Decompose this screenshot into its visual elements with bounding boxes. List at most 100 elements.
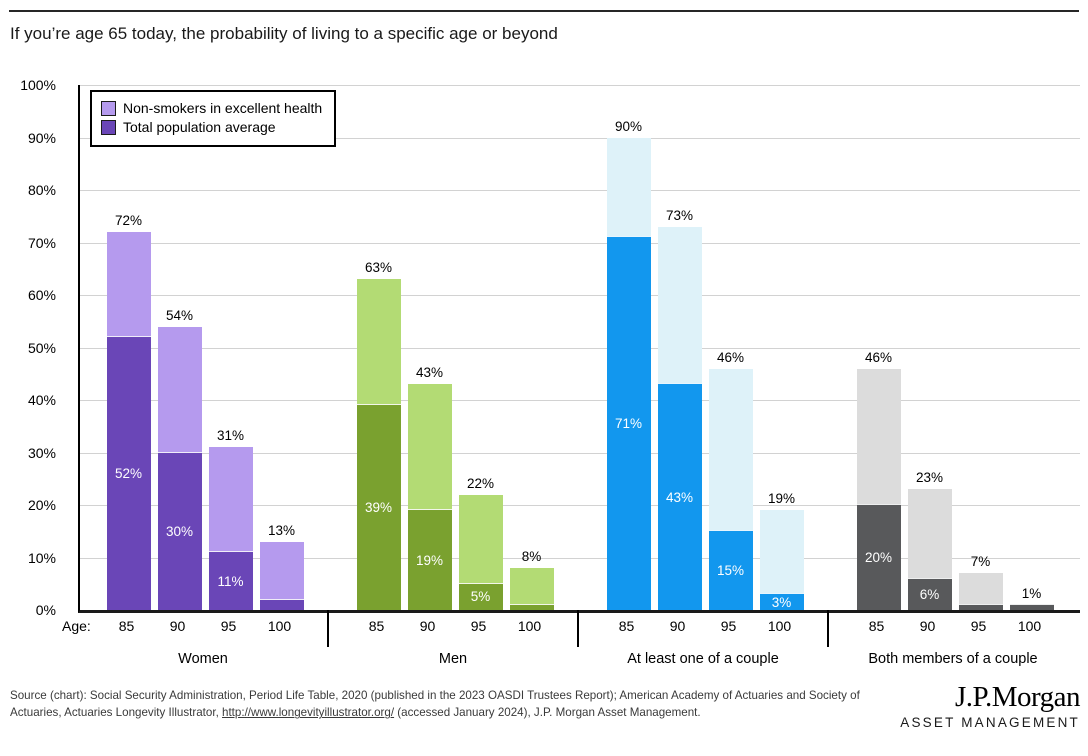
bar-average-segment: 52% xyxy=(106,336,151,610)
legend-label-average: Total population average xyxy=(123,119,276,135)
tick-group-men: 85 90 95 100 xyxy=(328,618,578,634)
bar-group-men: 63% 39% 43% 19% 22% 5% 8% xyxy=(330,85,580,610)
bar-average-label: 30% xyxy=(165,523,194,539)
bar-average-segment: 15% xyxy=(708,530,753,610)
x-tick-women-90: 90 xyxy=(169,618,186,634)
gridline-60 xyxy=(80,295,1080,296)
bar-women-85: 72% 52% xyxy=(106,213,151,610)
bar-total-label: 90% xyxy=(614,118,643,134)
x-tick-both-members-of-a-couple-90: 90 xyxy=(919,618,936,634)
source-note: Source (chart): Social Security Administ… xyxy=(10,687,860,722)
y-tick-70: 70% xyxy=(27,234,56,251)
legend: Non-smokers in excellent health Total po… xyxy=(90,90,337,147)
x-tick-at-least-one-of-a-couple-85: 85 xyxy=(618,618,635,634)
x-tick-men-95: 95 xyxy=(470,618,487,634)
bars-layer: 72% 52% 54% 30% 31% 11% 13% 63% 39% 43% 19% 22% 5% 8%… xyxy=(80,85,1080,610)
x-tick-both-members-of-a-couple-100: 100 xyxy=(1017,618,1042,634)
bar-average-label: 39% xyxy=(364,500,393,516)
bar-total-label: 23% xyxy=(915,470,944,486)
bar-women-100: 13% xyxy=(259,523,304,610)
bar-total-label: 72% xyxy=(114,213,143,228)
y-tick-80: 80% xyxy=(27,182,56,198)
top-divider xyxy=(9,10,1079,12)
bar-average-segment: 11% xyxy=(208,551,253,610)
gridline-80 xyxy=(80,190,1080,191)
bar-average-label: 43% xyxy=(665,489,694,505)
bar-total-label: 22% xyxy=(466,475,495,491)
gridline-10 xyxy=(80,557,1080,559)
x-tick-men-100: 100 xyxy=(517,618,542,634)
y-tick-10: 10% xyxy=(27,549,56,566)
legend-swatch-nonsmokers xyxy=(101,100,116,116)
y-tick-0: 0% xyxy=(35,602,56,618)
gridline-20 xyxy=(80,505,1080,506)
age-axis-label: Age: xyxy=(62,618,91,634)
bar-average-label: 3% xyxy=(771,594,792,610)
bar-at-least-one-of-a-couple-100: 19% 3% xyxy=(759,491,804,610)
tick-group-both-members-of-a-couple: 85 90 95 100 xyxy=(828,618,1078,634)
x-tick-at-least-one-of-a-couple-90: 90 xyxy=(669,618,686,634)
bar-average-segment: 71% xyxy=(606,236,651,610)
plot-area: Non-smokers in excellent health Total po… xyxy=(78,85,1080,613)
gridline-90 xyxy=(80,137,1080,139)
x-tick-at-least-one-of-a-couple-95: 95 xyxy=(720,618,737,634)
bar-group-at-least-one-of-a-couple: 90% 71% 73% 43% 46% 15% 19% 3% xyxy=(580,85,830,610)
logo-brand-text: J.P.Morgan xyxy=(955,681,1080,713)
bar-total-label: 43% xyxy=(415,365,444,381)
bar-average-segment: 19% xyxy=(407,509,452,610)
bar-average-segment xyxy=(259,598,304,610)
group-separator xyxy=(327,610,329,647)
bar-average-segment: 6% xyxy=(907,577,952,610)
x-tick-both-members-of-a-couple-95: 95 xyxy=(970,618,987,634)
group-separator xyxy=(827,610,829,647)
y-tick-20: 20% xyxy=(27,497,56,513)
group-label-men: Men xyxy=(438,651,468,667)
x-tick-women-100: 100 xyxy=(267,618,292,634)
bar-average-segment: 20% xyxy=(856,504,901,610)
bar-average-label: 15% xyxy=(716,563,745,579)
bar-women-95: 31% 11% xyxy=(208,428,253,610)
x-tick-women-95: 95 xyxy=(220,618,237,634)
y-tick-90: 90% xyxy=(27,129,56,146)
y-tick-40: 40% xyxy=(27,392,56,408)
gridline-70 xyxy=(80,242,1080,244)
bar-average-label: 5% xyxy=(470,589,491,605)
bar-group-women: 72% 52% 54% 30% 31% 11% 13% xyxy=(80,85,330,610)
bar-average-label: 19% xyxy=(415,552,444,568)
x-tick-both-members-of-a-couple-85: 85 xyxy=(868,618,885,634)
bar-average-label: 11% xyxy=(217,573,244,589)
bar-men-100: 8% xyxy=(509,549,554,610)
x-axis-ticks: 85 90 95 100 85 90 95 100 85 90 95 100 85 90 95 100 xyxy=(78,618,1078,636)
bar-total-label: 46% xyxy=(716,349,745,365)
group-separator xyxy=(577,610,579,647)
bar-average-segment xyxy=(1009,603,1054,610)
bar-average-label: 71% xyxy=(614,416,643,432)
jpmorgan-logo: J.P.Morgan ASSET MANAGEMENT xyxy=(900,681,1080,731)
bar-average-segment: 30% xyxy=(157,451,202,610)
y-tick-60: 60% xyxy=(27,287,56,303)
tick-group-women: 85 90 95 100 xyxy=(78,618,328,634)
bar-total-label: 31% xyxy=(216,428,245,444)
bar-women-90: 54% 30% xyxy=(157,308,202,610)
bar-average-label: 52% xyxy=(114,466,143,481)
group-label-women: Women xyxy=(178,651,228,667)
bar-average-segment: 5% xyxy=(458,582,503,610)
bar-men-90: 43% 19% xyxy=(407,365,452,610)
gridline-30 xyxy=(80,452,1080,454)
gridline-40 xyxy=(80,400,1080,401)
legend-item-nonsmokers: Non-smokers in excellent health xyxy=(101,100,322,116)
bar-at-least-one-of-a-couple-90: 73% 43% xyxy=(657,208,702,610)
x-tick-men-90: 90 xyxy=(419,618,436,634)
x-tick-women-85: 85 xyxy=(118,618,135,634)
bar-total-label: 73% xyxy=(665,207,694,223)
bar-total-label: 63% xyxy=(364,260,393,276)
group-label-at-least-one-of-a-couple: At least one of a couple xyxy=(627,651,779,667)
bar-at-least-one-of-a-couple-85: 90% 71% xyxy=(606,119,651,610)
source-link[interactable]: http://www.longevityillustrator.org/ xyxy=(222,706,395,720)
source-text-prefix: Source (chart): Social Security Administ… xyxy=(10,689,860,720)
bar-both-members-of-a-couple-100: 1% xyxy=(1009,586,1054,610)
x-tick-at-least-one-of-a-couple-100: 100 xyxy=(767,618,792,634)
bar-average-segment xyxy=(509,603,554,610)
bar-total-label: 54% xyxy=(165,307,194,323)
